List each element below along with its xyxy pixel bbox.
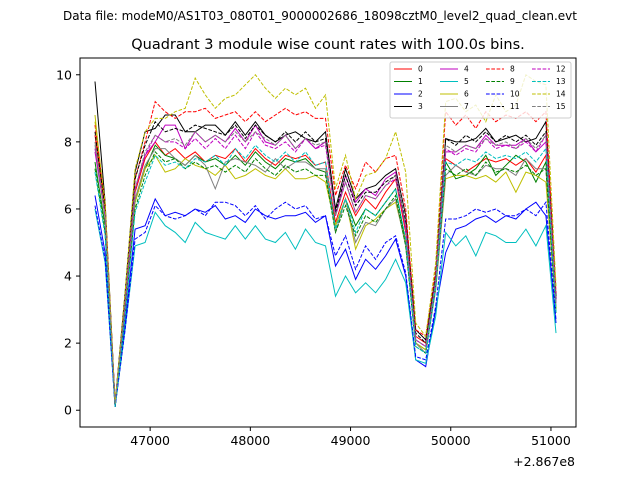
x-tick-label: 47000 — [130, 433, 170, 448]
chart-title: Quadrant 3 module wise count rates with … — [131, 37, 525, 53]
series-line-9 — [94, 151, 557, 407]
series-line-13 — [94, 144, 557, 407]
series-line-5 — [94, 208, 557, 407]
x-tick-label: 48000 — [230, 433, 270, 448]
series-line-2 — [94, 195, 557, 407]
legend-label-10: 10 — [510, 90, 520, 99]
legend-label-6: 6 — [464, 90, 469, 99]
x-tick-label: 51000 — [531, 433, 571, 448]
legend-label-12: 12 — [556, 65, 566, 74]
y-tick-label: 8 — [64, 134, 72, 149]
legend-label-7: 7 — [464, 102, 469, 111]
y-tick-label: 4 — [64, 269, 72, 284]
legend-label-5: 5 — [464, 77, 469, 86]
legend-label-2: 2 — [418, 90, 423, 99]
series-line-3 — [94, 81, 557, 404]
legend-label-8: 8 — [510, 65, 515, 74]
legend-label-1: 1 — [418, 77, 423, 86]
x-offset-label: +2.867e8 — [513, 454, 575, 469]
legend-label-15: 15 — [556, 102, 566, 111]
legend-box — [389, 61, 572, 119]
series-line-8 — [94, 100, 557, 404]
y-tick-label: 10 — [56, 67, 72, 82]
series-line-7 — [94, 141, 557, 407]
series-line-6 — [94, 114, 557, 407]
x-axis: 47000 48000 49000 50000 51000 — [130, 427, 571, 448]
series-line-1 — [94, 144, 557, 407]
chart-suptitle: Data file: modeM0/AS1T03_080T01_90000026… — [63, 9, 577, 23]
series-line-15 — [94, 131, 557, 404]
legend-label-0: 0 — [418, 65, 423, 74]
legend-label-11: 11 — [510, 102, 520, 111]
y-tick-label: 6 — [64, 201, 72, 216]
series-layer — [94, 74, 557, 407]
series-line-12 — [94, 130, 557, 404]
plot-frame — [79, 57, 577, 428]
legend-label-14: 14 — [556, 90, 566, 99]
series-line-11 — [94, 120, 557, 404]
legend-label-4: 4 — [464, 65, 469, 74]
y-tick-label: 2 — [64, 336, 72, 351]
x-tick-label: 49000 — [331, 433, 371, 448]
legend-label-13: 13 — [556, 77, 566, 86]
legend-label-9: 9 — [510, 77, 515, 86]
x-tick-label: 50000 — [431, 433, 471, 448]
y-axis: 0 2 4 6 8 10 — [56, 67, 80, 418]
y-tick-label: 0 — [64, 403, 72, 418]
legend-label-3: 3 — [418, 102, 423, 111]
series-line-10 — [94, 200, 557, 407]
